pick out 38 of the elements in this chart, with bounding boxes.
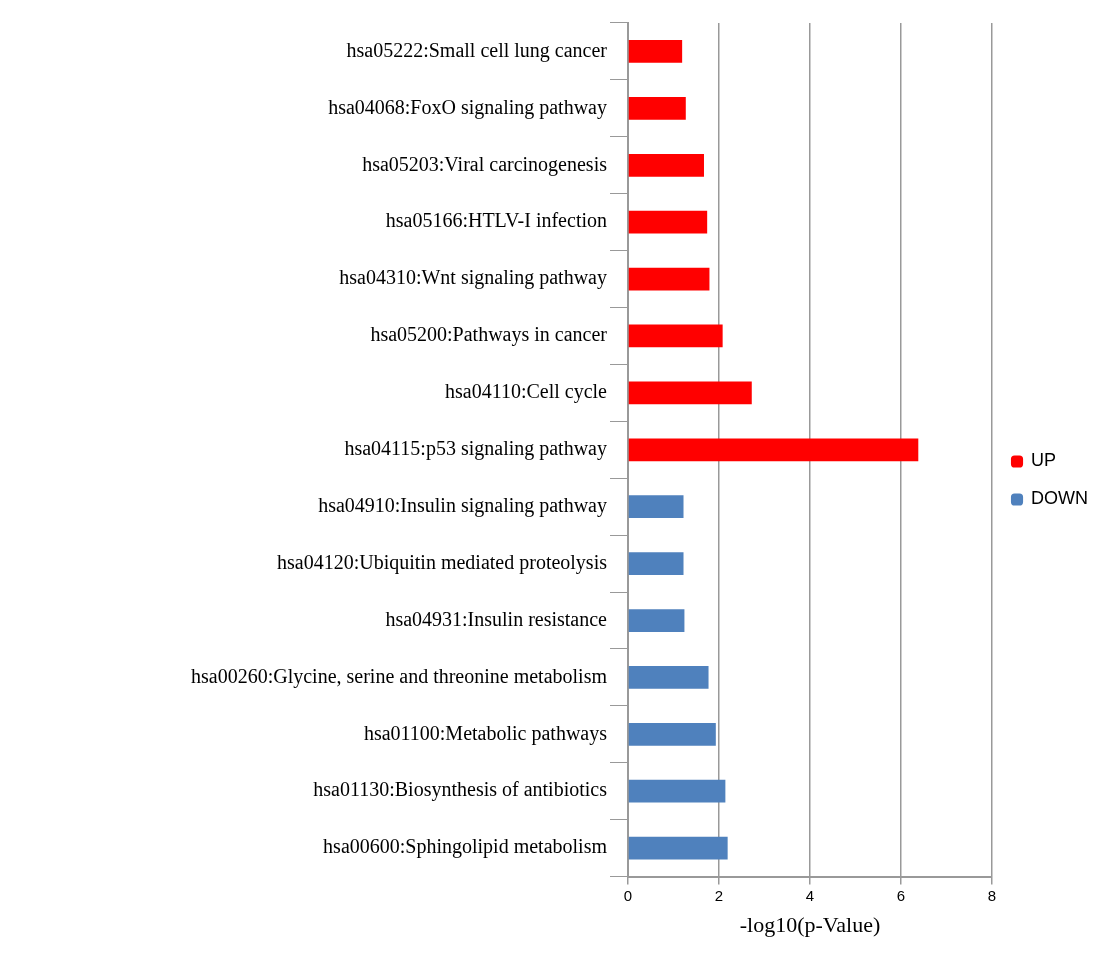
y-tick-label: hsa04120:Ubiquitin mediated proteolysis [277, 550, 608, 574]
bar [628, 552, 684, 575]
y-tick-label: hsa04931:Insulin resistance [385, 607, 608, 630]
y-tick-label: hsa05166:HTLV-I infection [385, 209, 607, 232]
legend-label: DOWN [1031, 488, 1089, 509]
x-tick-label: 6 [896, 886, 906, 904]
bar [628, 438, 919, 462]
bar [628, 210, 708, 234]
bar [628, 381, 752, 405]
x-tick-label: 4 [805, 886, 815, 904]
bar [628, 96, 686, 120]
bar [628, 609, 685, 632]
bar [628, 722, 716, 746]
y-tick-label: hsa04068:FoxO signaling pathway [328, 95, 607, 119]
bar [628, 836, 728, 860]
bar [628, 495, 684, 519]
y-tick-label: hsa00600:Sphingolipid metabolism [323, 835, 608, 859]
y-tick-label: hsa05222:Small cell lung cancer [346, 38, 608, 62]
x-tick-label: 8 [987, 886, 997, 904]
legend-label: UP [1031, 450, 1057, 471]
x-tick-label: 0 [623, 886, 633, 904]
y-tick-label: hsa05203:Viral carcinogenesis [362, 152, 608, 176]
y-tick-label: hsa04910:Insulin signaling pathway [318, 493, 607, 517]
y-tick-label: hsa05200:Pathways in cancer [370, 323, 608, 347]
y-tick-label: hsa04110:Cell cycle [445, 380, 608, 404]
y-tick-label: hsa04310:Wnt signaling pathway [339, 266, 607, 290]
bar [628, 153, 704, 177]
y-tick-label: hsa00260:Glycine, serine and threonine metabolism [190, 664, 608, 688]
bar [628, 666, 709, 689]
x-axis-title: -log10(p-Value) [739, 911, 881, 937]
x-tick-label: 2 [714, 886, 724, 904]
y-tick-label: hsa04115:p53 signaling pathway [344, 437, 607, 461]
y-tick-label: hsa01130:Biosynthesis of antibiotics [313, 778, 608, 802]
y-tick-label: hsa01100:Metabolic pathways [363, 721, 608, 745]
bar [628, 267, 710, 291]
bar [628, 324, 723, 348]
bar [628, 779, 726, 803]
bar [628, 40, 683, 63]
